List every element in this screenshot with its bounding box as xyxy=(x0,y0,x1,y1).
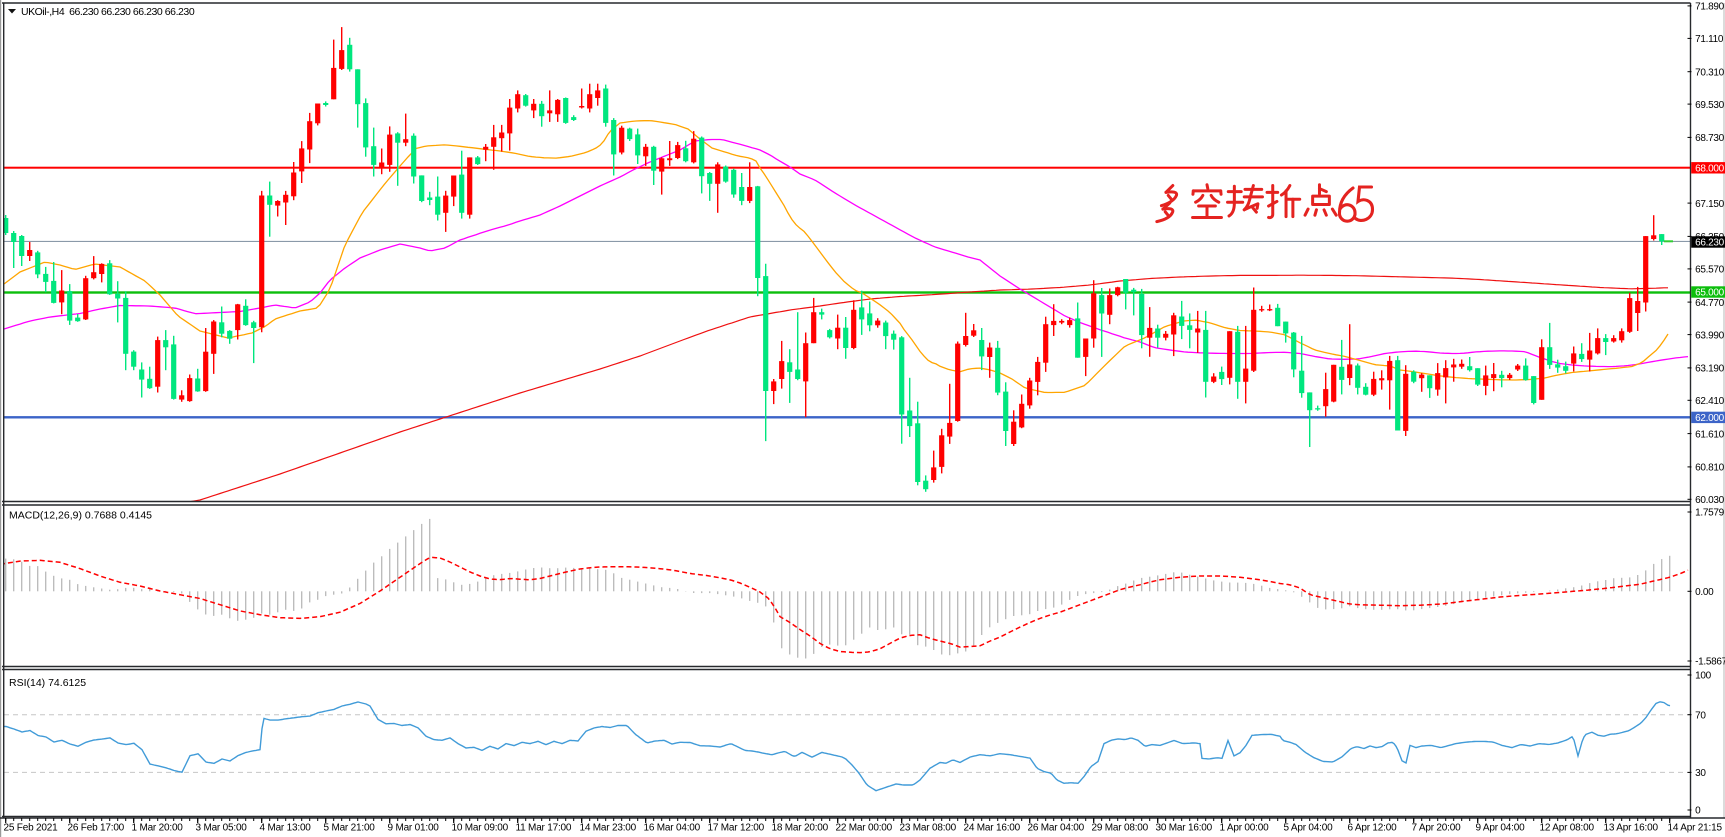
svg-text:UKOil-,H4 66.230 66.230 66.23: UKOil-,H4 66.230 66.230 66.230 66.230 xyxy=(21,6,195,18)
svg-text:RSI(14) 74.6125: RSI(14) 74.6125 xyxy=(9,677,86,689)
svg-text:11 Mar 17:00: 11 Mar 17:00 xyxy=(516,823,572,834)
svg-text:22 Mar 00:00: 22 Mar 00:00 xyxy=(836,823,893,834)
svg-text:71.890: 71.890 xyxy=(1695,2,1725,13)
svg-text:-1.5867: -1.5867 xyxy=(1695,657,1725,668)
svg-text:13 Apr 16:00: 13 Apr 16:00 xyxy=(1604,823,1659,834)
svg-text:MACD(12,26,9) 0.7688 0.4145: MACD(12,26,9) 0.7688 0.4145 xyxy=(9,510,152,522)
svg-text:9 Mar 01:00: 9 Mar 01:00 xyxy=(388,823,440,834)
svg-text:1.7579: 1.7579 xyxy=(1695,508,1725,519)
svg-text:66.230: 66.230 xyxy=(1695,238,1725,249)
svg-text:69.530: 69.530 xyxy=(1695,100,1725,111)
svg-text:18 Mar 20:00: 18 Mar 20:00 xyxy=(772,823,829,834)
svg-text:3 Mar 05:00: 3 Mar 05:00 xyxy=(196,823,248,834)
svg-text:61.610: 61.610 xyxy=(1695,429,1725,440)
svg-text:63.190: 63.190 xyxy=(1695,364,1725,375)
svg-text:24 Mar 16:00: 24 Mar 16:00 xyxy=(964,823,1021,834)
svg-text:0: 0 xyxy=(1695,806,1701,817)
svg-text:63.990: 63.990 xyxy=(1695,330,1725,341)
svg-text:70: 70 xyxy=(1695,710,1706,721)
svg-text:30 Mar 16:00: 30 Mar 16:00 xyxy=(1156,823,1213,834)
svg-text:1 Mar 20:00: 1 Mar 20:00 xyxy=(132,823,184,834)
svg-text:14 Apr 21:15: 14 Apr 21:15 xyxy=(1668,823,1723,834)
svg-text:62.410: 62.410 xyxy=(1695,396,1725,407)
svg-text:5 Mar 21:00: 5 Mar 21:00 xyxy=(324,823,376,834)
svg-text:5 Apr 04:00: 5 Apr 04:00 xyxy=(1284,823,1334,834)
svg-text:1 Apr 00:00: 1 Apr 00:00 xyxy=(1220,823,1270,834)
svg-text:26 Mar 04:00: 26 Mar 04:00 xyxy=(1028,823,1085,834)
svg-text:71.110: 71.110 xyxy=(1695,34,1724,45)
svg-text:7 Apr 20:00: 7 Apr 20:00 xyxy=(1412,823,1462,834)
svg-text:12 Apr 08:00: 12 Apr 08:00 xyxy=(1540,823,1595,834)
svg-text:16 Mar 04:00: 16 Mar 04:00 xyxy=(644,823,701,834)
svg-text:100: 100 xyxy=(1695,671,1712,682)
svg-text:9 Apr 04:00: 9 Apr 04:00 xyxy=(1476,823,1526,834)
svg-text:4 Mar 13:00: 4 Mar 13:00 xyxy=(260,823,312,834)
svg-text:60.030: 60.030 xyxy=(1695,495,1725,506)
svg-text:68.730: 68.730 xyxy=(1695,133,1725,144)
svg-text:29 Mar 08:00: 29 Mar 08:00 xyxy=(1092,823,1149,834)
svg-text:68.000: 68.000 xyxy=(1695,163,1725,174)
svg-text:25 Feb 2021: 25 Feb 2021 xyxy=(4,823,59,834)
svg-text:0.00: 0.00 xyxy=(1695,587,1714,598)
svg-text:23 Mar 08:00: 23 Mar 08:00 xyxy=(900,823,957,834)
svg-text:70.310: 70.310 xyxy=(1695,67,1725,78)
svg-text:30: 30 xyxy=(1695,768,1706,779)
svg-text:26 Feb 17:00: 26 Feb 17:00 xyxy=(68,823,125,834)
svg-text:67.150: 67.150 xyxy=(1695,199,1725,210)
svg-text:65.570: 65.570 xyxy=(1695,265,1725,276)
svg-text:64.770: 64.770 xyxy=(1695,298,1725,309)
svg-text:14 Mar 23:00: 14 Mar 23:00 xyxy=(580,823,637,834)
svg-text:10 Mar 09:00: 10 Mar 09:00 xyxy=(452,823,509,834)
svg-text:60.810: 60.810 xyxy=(1695,463,1725,474)
svg-text:62.000: 62.000 xyxy=(1695,413,1725,424)
svg-text:17 Mar 12:00: 17 Mar 12:00 xyxy=(708,823,765,834)
svg-text:65.000: 65.000 xyxy=(1695,288,1725,299)
svg-text:6 Apr 12:00: 6 Apr 12:00 xyxy=(1348,823,1398,834)
